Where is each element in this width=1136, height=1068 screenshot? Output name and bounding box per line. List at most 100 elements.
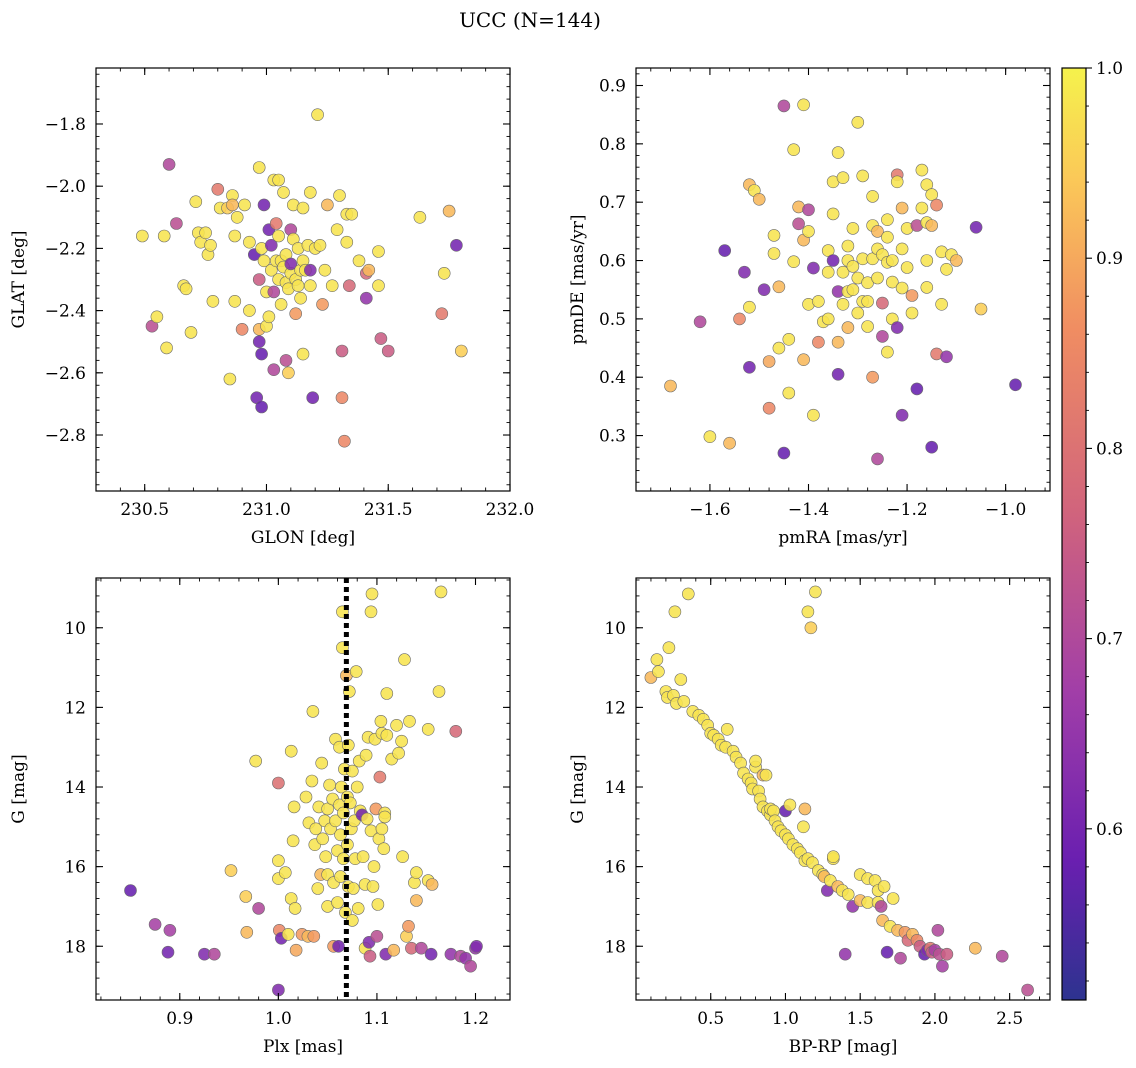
data-point [881, 345, 894, 359]
data-point [846, 283, 860, 297]
glon-glat-panel: 230.5 231.0 231.5 232.0 −2.8 −2.6 −2.4 −2.2 −2.0… [9, 67, 534, 548]
data-point [464, 959, 477, 973]
data-point [204, 239, 217, 252]
data-point [206, 294, 220, 308]
data-point [797, 820, 810, 834]
data-point [772, 341, 786, 355]
data-point [150, 310, 164, 324]
x-tick-label: 1.0 [772, 1009, 799, 1029]
data-point [267, 285, 281, 299]
data-point [874, 900, 888, 913]
data-point [208, 947, 221, 961]
data-point [450, 239, 463, 252]
x-tick-label: 2.5 [996, 1009, 1023, 1029]
data-point [223, 372, 237, 386]
data-point [288, 902, 302, 915]
data-point [272, 173, 285, 187]
y-tick-label: 14 [64, 778, 86, 798]
data-point [895, 201, 909, 215]
data-point [885, 275, 899, 289]
data-point [762, 401, 776, 415]
data-point [881, 230, 894, 244]
data-point [395, 734, 408, 748]
data-point [723, 436, 736, 450]
data-point [161, 945, 175, 959]
data-point [346, 882, 360, 895]
x-tick-label: 1.0 [265, 1009, 292, 1029]
y-tick-label: 14 [604, 778, 626, 798]
x-tick-label: −1.0 [985, 500, 1026, 520]
colorbar-gradient [1061, 67, 1087, 1001]
data-point [876, 296, 889, 310]
data-point [743, 300, 756, 314]
y-tick-label: 0.8 [599, 135, 626, 155]
data-point [249, 754, 262, 768]
data-point [1009, 378, 1022, 392]
data-point [364, 605, 378, 619]
data-point [124, 884, 137, 897]
plot-frame [635, 577, 1051, 1001]
data-point [752, 193, 766, 206]
data-point [262, 310, 276, 324]
data-point [925, 440, 939, 454]
x-tick-label: 230.5 [120, 500, 169, 520]
data-point [831, 367, 845, 381]
data-point [846, 260, 860, 273]
x-tick-label: 1.5 [847, 1009, 874, 1029]
data-point [267, 363, 281, 377]
data-point [759, 768, 773, 782]
data-point [359, 748, 373, 762]
data-point [821, 265, 835, 279]
data-point [272, 776, 285, 790]
data-point [894, 951, 907, 965]
y-tick-label: 0.3 [599, 427, 626, 447]
y-tick-label: −2.4 [45, 302, 86, 322]
data-point [871, 271, 884, 285]
data-point [421, 722, 435, 736]
y-tick-label: 16 [64, 858, 86, 878]
x-tick-label: 231.5 [364, 500, 413, 520]
x-tick-label: −1.6 [689, 500, 730, 520]
x-axis-label: Plx [mas] [263, 1037, 343, 1057]
data-point [281, 927, 295, 941]
data-point [279, 354, 293, 367]
data-point [920, 281, 934, 294]
data-point [836, 171, 850, 184]
points [124, 585, 483, 997]
data-point [402, 919, 415, 933]
data-point [342, 279, 356, 293]
data-point [410, 866, 423, 879]
data-point [414, 941, 428, 955]
data-point [886, 892, 900, 905]
data-point [255, 347, 268, 361]
data-point [668, 605, 682, 619]
data-point [345, 207, 359, 221]
data-point [272, 229, 285, 243]
data-point [797, 98, 810, 112]
data-point [211, 183, 225, 196]
data-point [338, 434, 351, 448]
data-point [787, 255, 801, 269]
data-point [321, 802, 334, 816]
data-point [351, 902, 365, 915]
data-point [470, 939, 483, 953]
data-point [895, 242, 909, 256]
data-point [807, 261, 820, 275]
data-point [749, 754, 762, 768]
x-tick-label: 0.5 [697, 1009, 724, 1029]
data-point [350, 780, 364, 794]
data-point [846, 222, 860, 235]
data-point [255, 400, 268, 414]
data-point [335, 391, 349, 405]
y-tick-label: 10 [604, 619, 626, 639]
data-point [366, 880, 380, 893]
y-axis-label: pmDE [mas/yr] [568, 214, 588, 344]
data-point [861, 295, 874, 308]
data-point [905, 306, 919, 320]
data-point [890, 175, 904, 189]
points [644, 585, 1034, 997]
colorbar-tick-label: 0.8 [1096, 439, 1123, 459]
data-point [798, 802, 812, 816]
data-point [831, 335, 845, 349]
data-point [362, 263, 376, 277]
